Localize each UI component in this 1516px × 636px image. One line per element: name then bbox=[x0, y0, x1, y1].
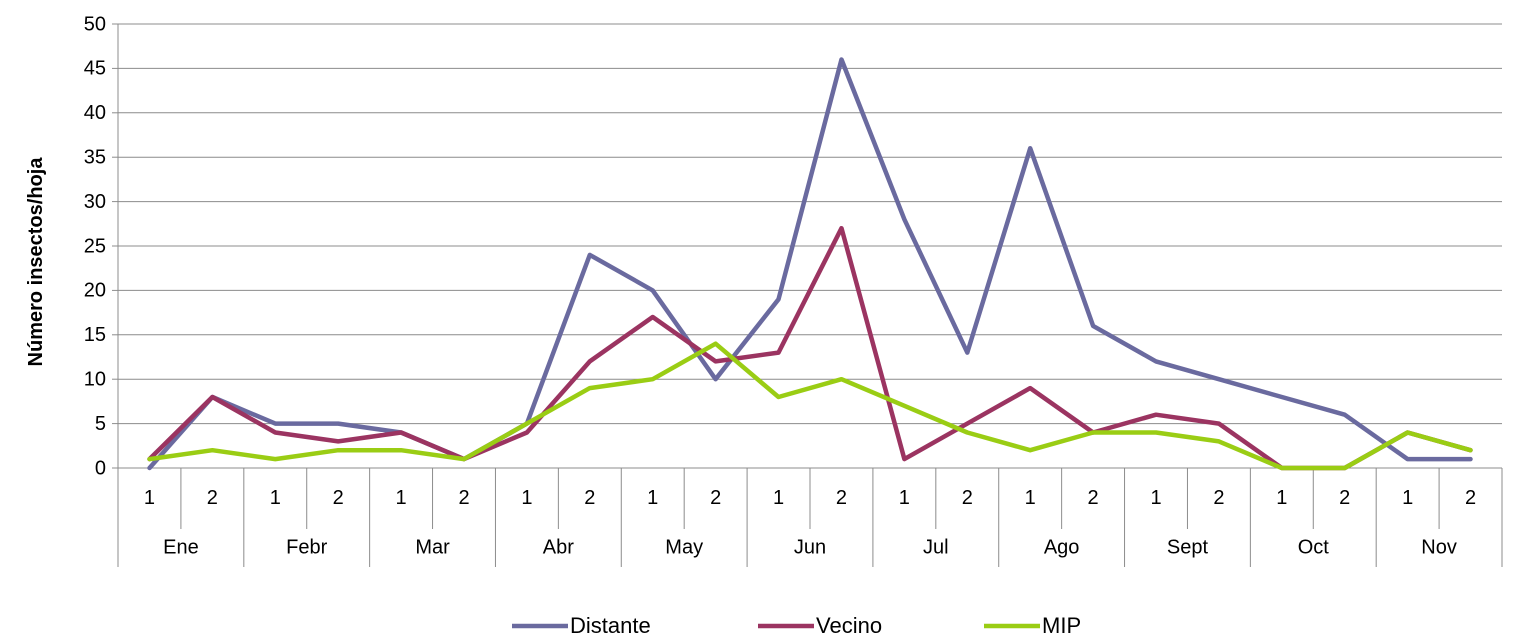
x-sub-tick-label: 1 bbox=[144, 487, 155, 509]
x-sub-tick-label: 1 bbox=[1402, 487, 1413, 509]
legend: Distante Vecino MIP bbox=[512, 613, 1081, 636]
x-sub-tick-label: 1 bbox=[773, 487, 784, 509]
x-sub-tick-label: 2 bbox=[1088, 487, 1099, 509]
x-month-label: Sept bbox=[1167, 536, 1209, 558]
x-month-label: Mar bbox=[415, 536, 450, 558]
x-sub-tick-label: 1 bbox=[1150, 487, 1161, 509]
series-line-mip bbox=[147, 341, 1473, 471]
x-sub-tick-label: 2 bbox=[962, 487, 973, 509]
x-month-label: Nov bbox=[1421, 536, 1457, 558]
x-sub-tick-label: 2 bbox=[1213, 487, 1224, 509]
legend-label: Distante bbox=[570, 613, 651, 636]
x-month-label: Jun bbox=[794, 536, 826, 558]
x-sub-tick-label: 1 bbox=[521, 487, 532, 509]
y-tick-label: 15 bbox=[84, 324, 106, 346]
y-tick-label: 25 bbox=[84, 235, 106, 257]
x-month-label: Oct bbox=[1298, 536, 1330, 558]
y-tick-label: 30 bbox=[84, 191, 106, 213]
y-axis-label: Número insectos/hoja bbox=[25, 157, 47, 367]
y-tick-label: 40 bbox=[84, 102, 106, 124]
legend-label: MIP bbox=[1042, 613, 1081, 636]
x-sub-tick-label: 2 bbox=[207, 487, 218, 509]
x-sub-tick-label: 2 bbox=[333, 487, 344, 509]
x-sub-tick-label: 1 bbox=[899, 487, 910, 509]
series-line-vecino bbox=[147, 225, 1473, 471]
x-sub-tick-label: 2 bbox=[458, 487, 469, 509]
x-month-label: Ene bbox=[163, 536, 199, 558]
x-month-label: Ago bbox=[1044, 536, 1080, 558]
x-sub-tick-label: 2 bbox=[836, 487, 847, 509]
x-sub-tick-label: 2 bbox=[1339, 487, 1350, 509]
x-sub-tick-label: 1 bbox=[270, 487, 281, 509]
y-tick-label: 35 bbox=[84, 146, 106, 168]
legend-label: Vecino bbox=[816, 613, 882, 636]
x-sub-tick-label: 1 bbox=[396, 487, 407, 509]
x-month-label: May bbox=[665, 536, 703, 558]
x-axis: 1 2 1 2 1 2 1 2 1 2 1 2 1 2 1 2 1 2 1 2 1 2 Ene Febr Mar Abr May Ju… bbox=[117, 468, 1503, 567]
x-month-label: Febr bbox=[286, 536, 327, 558]
series-lines bbox=[147, 57, 1473, 471]
series-line-distante bbox=[147, 57, 1473, 471]
x-sub-tick-label: 2 bbox=[584, 487, 595, 509]
x-sub-tick-label: 1 bbox=[1276, 487, 1287, 509]
x-sub-tick-label: 2 bbox=[710, 487, 721, 509]
y-tick-label: 10 bbox=[84, 368, 106, 390]
y-tick-label: 20 bbox=[84, 280, 106, 302]
x-sub-tick-label: 1 bbox=[1025, 487, 1036, 509]
x-month-label: Abr bbox=[543, 536, 574, 558]
x-sub-tick-label: 1 bbox=[647, 487, 658, 509]
y-tick-label: 45 bbox=[84, 58, 106, 80]
x-month-label: Jul bbox=[923, 536, 949, 558]
y-axis-ticks: 0 5 10 15 20 25 30 35 40 45 50 bbox=[84, 13, 106, 479]
y-tick-label: 0 bbox=[95, 457, 106, 479]
y-tick-label: 50 bbox=[84, 13, 106, 35]
y-tick-label: 5 bbox=[95, 413, 106, 435]
x-sub-tick-label: 2 bbox=[1465, 487, 1476, 509]
